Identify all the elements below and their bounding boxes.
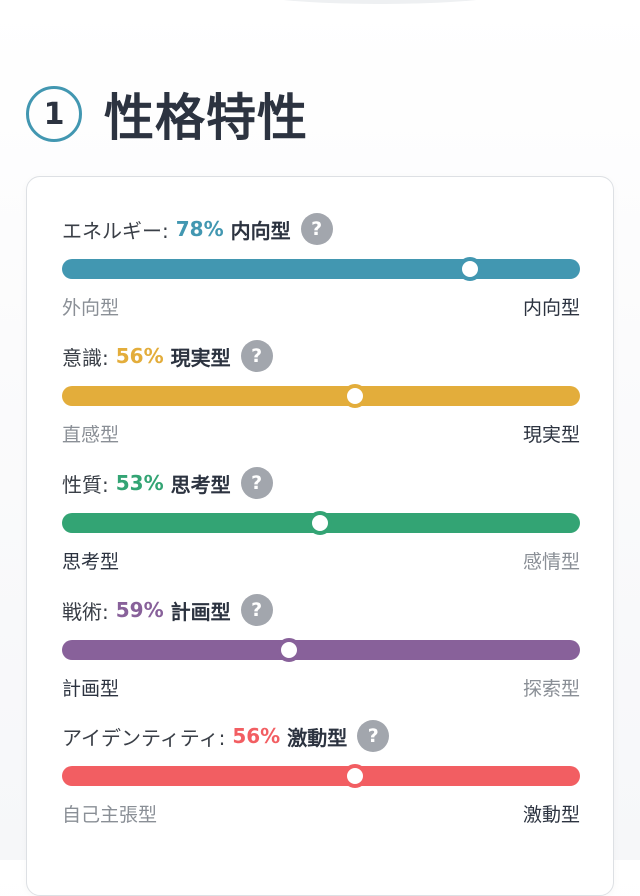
trait-energy: エネルギー: 78% 内向型 ? 外向型 内向型 (62, 211, 580, 321)
trait-slider-track (62, 257, 580, 281)
trait-percent: 59% (115, 598, 164, 622)
trait-type: 内向型 (230, 218, 291, 243)
trait-right-label: 激動型 (522, 804, 580, 826)
trait-left-label: 思考型 (62, 551, 120, 573)
trait-header: エネルギー: 78% 内向型 ? (62, 211, 333, 247)
trait-slider-track (62, 638, 580, 662)
help-icon[interactable]: ? (240, 467, 273, 499)
section-header: 1 性格特性 (26, 78, 308, 150)
trait-header: アイデンティティ: 56% 激動型 ? (62, 718, 390, 754)
trait-header: 意識: 56% 現実型 ? (62, 338, 273, 374)
trait-left-label: 計画型 (62, 678, 120, 700)
trait-identity: アイデンティティ: 56% 激動型 ? 自己主張型 激動型 (62, 718, 580, 828)
trait-slider-thumb[interactable] (343, 384, 368, 408)
trait-type: 計画型 (170, 599, 231, 624)
trait-header: 戦術: 59% 計画型 ? (62, 592, 273, 628)
trait-slider-track (62, 764, 580, 788)
trait-name: 戦術: (62, 599, 109, 624)
trait-left-label: 外向型 (62, 297, 120, 319)
trait-left-label: 直感型 (62, 424, 120, 446)
trait-header: 性質: 53% 思考型 ? (62, 465, 273, 501)
trait-type: 思考型 (170, 472, 231, 497)
trait-percent: 56% (232, 724, 281, 748)
trait-name: アイデンティティ: (62, 725, 226, 750)
trait-right-label: 内向型 (522, 297, 580, 319)
trait-nature: 性質: 53% 思考型 ? 思考型 感情型 (62, 465, 580, 575)
trait-left-label: 自己主張型 (62, 804, 158, 826)
trait-right-label: 探索型 (522, 678, 580, 700)
trait-slider-thumb[interactable] (276, 638, 301, 662)
personality-traits-card: エネルギー: 78% 内向型 ? 外向型 内向型 意識: 56% 現実型 ? 直… (26, 176, 614, 896)
help-icon[interactable]: ? (357, 720, 390, 752)
trait-percent: 78% (175, 217, 224, 241)
trait-slider-track (62, 384, 580, 408)
section-number-badge: 1 (26, 86, 82, 142)
trait-slider-track (62, 511, 580, 535)
trait-name: 性質: (62, 472, 109, 497)
help-icon[interactable]: ? (240, 340, 273, 372)
trait-tactics: 戦術: 59% 計画型 ? 計画型 探索型 (62, 592, 580, 702)
trait-name: 意識: (62, 345, 109, 370)
trait-mind: 意識: 56% 現実型 ? 直感型 現実型 (62, 338, 580, 448)
trait-slider-thumb[interactable] (343, 764, 368, 788)
trait-right-label: 感情型 (522, 551, 580, 573)
trait-type: 激動型 (287, 725, 348, 750)
help-icon[interactable]: ? (300, 213, 333, 245)
section-title: 性格特性 (104, 89, 308, 147)
trait-right-label: 現実型 (522, 424, 580, 446)
trait-type: 現実型 (170, 345, 231, 370)
trait-name: エネルギー: (62, 218, 169, 243)
trait-slider-thumb[interactable] (307, 511, 332, 535)
top-decoration (230, 0, 530, 4)
trait-percent: 53% (115, 471, 164, 495)
trait-percent: 56% (115, 344, 164, 368)
trait-slider-thumb[interactable] (458, 257, 483, 281)
help-icon[interactable]: ? (240, 594, 273, 626)
